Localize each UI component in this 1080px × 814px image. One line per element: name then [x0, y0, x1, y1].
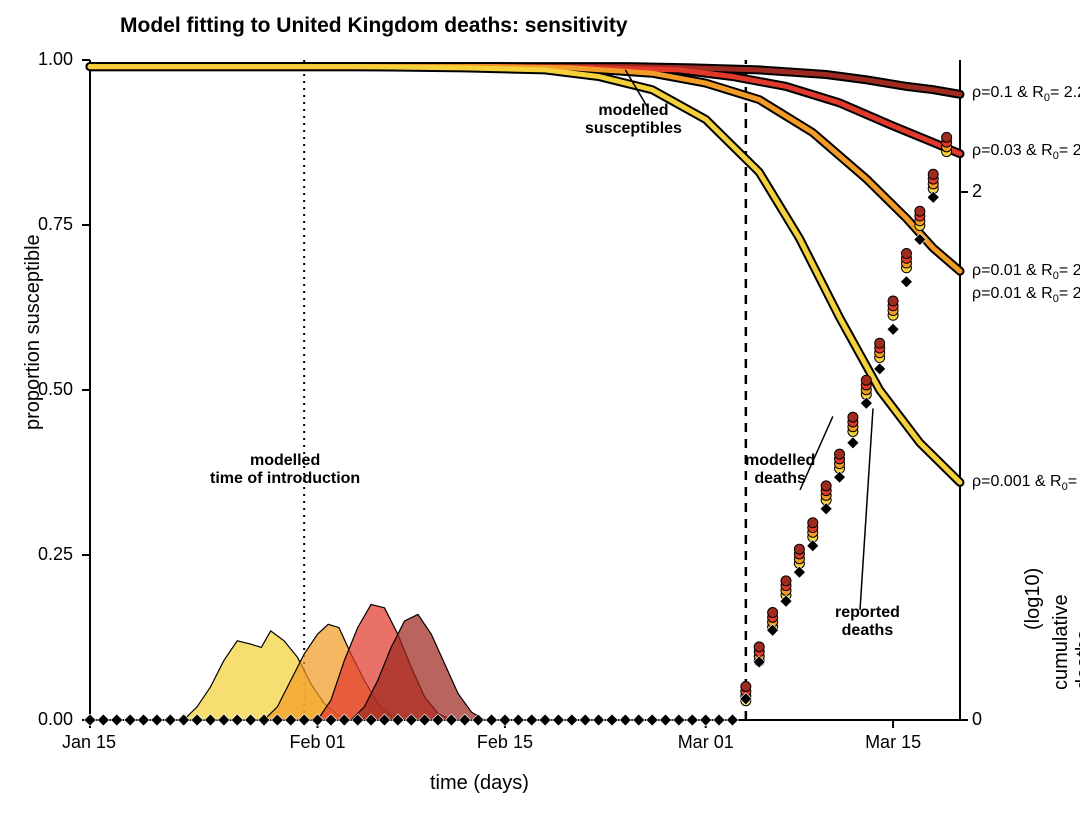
reported-death-diamond — [486, 714, 498, 726]
introduction-annotation: modelled time of introduction — [210, 452, 360, 487]
reported-death-diamond — [834, 471, 846, 483]
reported-deaths-annotation: reported deaths — [835, 604, 900, 639]
y-tick-label: 0.00 — [38, 709, 73, 730]
series-label-s_orange: ρ=0.01 & R0= 2.25 — [972, 262, 1080, 282]
reported-death-diamond — [660, 714, 672, 726]
reported-death-diamond — [860, 397, 872, 409]
reported-death-diamond — [820, 503, 832, 515]
modelled-death-marker — [741, 681, 751, 691]
modelled-death-marker — [835, 449, 845, 459]
reported-death-diamond — [499, 714, 511, 726]
reported-death-diamond — [579, 714, 591, 726]
annotation-pointer — [860, 408, 873, 610]
y-tick-label: 0.75 — [38, 214, 73, 235]
reported-death-diamond — [526, 714, 538, 726]
reported-death-diamond — [646, 714, 658, 726]
series-line-s_red — [90, 67, 960, 154]
reported-death-diamond — [874, 363, 886, 375]
reported-death-diamond — [84, 714, 96, 726]
modelled-death-marker — [861, 375, 871, 385]
reported-death-diamond — [686, 714, 698, 726]
reported-death-diamond — [900, 276, 912, 288]
series-line-s_yellow — [90, 67, 960, 483]
modelled-death-marker — [768, 608, 778, 618]
reported-death-diamond — [807, 540, 819, 552]
reported-death-diamond — [673, 714, 685, 726]
modelled-death-marker — [794, 544, 804, 554]
susceptibles-annotation: modelled susceptibles — [585, 102, 682, 137]
reported-death-diamond — [700, 714, 712, 726]
reported-death-diamond — [593, 714, 605, 726]
reported-death-diamond — [726, 714, 738, 726]
modelled-death-marker — [915, 206, 925, 216]
reported-death-diamond — [164, 714, 176, 726]
series-outline — [90, 67, 960, 483]
y2-tick-label: 2 — [972, 181, 982, 202]
reported-death-diamond — [151, 714, 163, 726]
x-tick-label: Mar 01 — [678, 732, 734, 753]
chart-container: Model fitting to United Kingdom deaths: … — [0, 0, 1080, 814]
reported-death-diamond — [512, 714, 524, 726]
reported-death-diamond — [619, 714, 631, 726]
reported-death-diamond — [138, 714, 150, 726]
modelled-death-marker — [901, 249, 911, 259]
reported-death-diamond — [97, 714, 109, 726]
reported-death-diamond — [606, 714, 618, 726]
reported-death-diamond — [111, 714, 123, 726]
series-label-s_darkred: ρ=0.1 & R0= 2.25 — [972, 84, 1080, 104]
reported-death-diamond — [793, 566, 805, 578]
reported-death-diamond — [713, 714, 725, 726]
reported-death-diamond — [124, 714, 136, 726]
series-label-s_orange_2_75: ρ=0.01 & R0= 2.75 — [972, 285, 1080, 305]
reported-death-diamond — [847, 437, 859, 449]
reported-death-diamond — [633, 714, 645, 726]
y2-tick-label: 0 — [972, 709, 982, 730]
x-tick-label: Jan 15 — [62, 732, 116, 753]
y-tick-label: 0.25 — [38, 544, 73, 565]
x-tick-label: Mar 15 — [865, 732, 921, 753]
series-outline — [90, 67, 960, 154]
plot-svg — [0, 0, 1080, 814]
modelled-death-marker — [821, 481, 831, 491]
modelled-death-marker — [888, 296, 898, 306]
x-tick-label: Feb 01 — [290, 732, 346, 753]
modelled-death-marker — [848, 412, 858, 422]
reported-death-diamond — [552, 714, 564, 726]
modelled-death-marker — [808, 518, 818, 528]
modelled-death-marker — [942, 132, 952, 142]
reported-death-diamond — [927, 191, 939, 203]
modelled-death-marker — [754, 642, 764, 652]
reported-death-diamond — [887, 323, 899, 335]
series-label-s_yellow: ρ=0.001 & R0= 2.25 — [972, 473, 1080, 493]
modelled-death-marker — [928, 169, 938, 179]
modelled-death-marker — [875, 338, 885, 348]
x-tick-label: Feb 15 — [477, 732, 533, 753]
modelled-death-marker — [781, 576, 791, 586]
y-tick-label: 0.50 — [38, 379, 73, 400]
y-tick-label: 1.00 — [38, 49, 73, 70]
series-label-s_red: ρ=0.03 & R0= 2.25 — [972, 142, 1080, 162]
reported-death-diamond — [566, 714, 578, 726]
reported-death-diamond — [539, 714, 551, 726]
modelled-deaths-annotation: modelled deaths — [745, 452, 815, 487]
